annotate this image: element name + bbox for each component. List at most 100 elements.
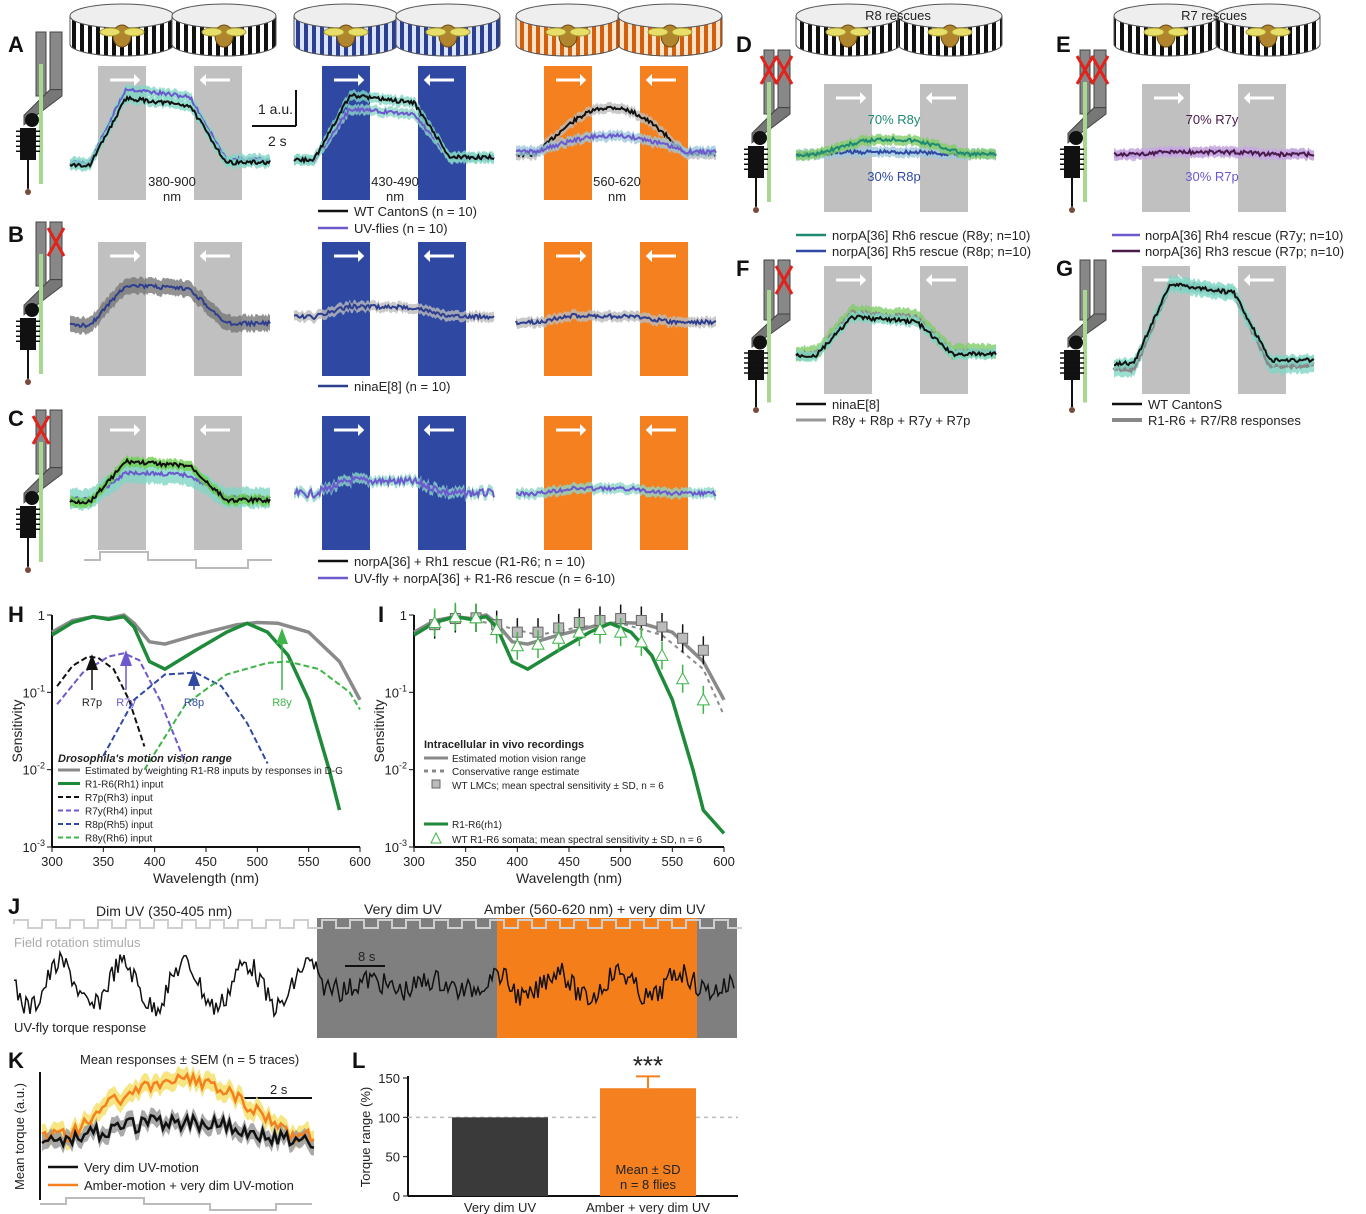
data-point — [697, 644, 709, 656]
data-point — [489, 622, 504, 635]
left-arrow-icon — [645, 74, 676, 86]
x-tick-label: 500 — [246, 854, 268, 869]
J-very-dim-uv-label: Very dim UV — [364, 901, 442, 917]
drum-arena-icon — [617, 3, 723, 57]
stimulus-band — [544, 242, 592, 376]
x-tick-label: 550 — [298, 854, 320, 869]
left-arrow-icon — [423, 250, 454, 262]
sem-band — [516, 308, 716, 330]
series-line — [413, 613, 726, 701]
x-tick-label: 300 — [403, 854, 425, 869]
right-arrow-icon — [836, 92, 867, 104]
left-arrow-icon — [925, 92, 956, 104]
fly-photoreceptor-schematics — [16, 31, 1110, 573]
drum-arena-icon — [1215, 3, 1321, 57]
panel-D-title: R8 rescues — [865, 8, 931, 23]
spectral-sensitivity-chart-H: 300 350 400 450 500 550 600 1 10-1 10-2 10-3 Wavele… — [9, 608, 371, 886]
drum-arena-icon — [897, 3, 1003, 57]
y-axis-label: Sensitivity — [9, 699, 25, 762]
left-arrow-icon — [1243, 274, 1274, 286]
legend-D: norpA[36] Rh6 rescue (R8y; n=10) norpA[3… — [796, 228, 1031, 259]
scale-x-label: 2 s — [268, 133, 287, 149]
mean-trace — [69, 95, 271, 169]
drum-arena-icon — [171, 3, 277, 57]
x-tick-label: 300 — [41, 854, 63, 869]
data-point — [634, 634, 649, 648]
panel-E-r7p-label: 30% R7p — [1185, 169, 1238, 184]
panel-letter-G: G — [1056, 256, 1073, 281]
legend-H-entry: R8y(Rh6) input — [85, 834, 152, 845]
mean-trace — [69, 457, 271, 505]
x-tick-label: 400 — [506, 854, 528, 869]
category-label: Amber + very dim UV — [586, 1200, 710, 1214]
legend-A-uv: UV-flies (n = 10) — [354, 221, 448, 236]
y-tick-label: 10-2 — [23, 761, 45, 778]
mean-trace — [1114, 282, 1315, 367]
spectral-sensitivity-chart-I: 300 350 400 450 500 550 600 1 10-1 10-2 10-3 Wavele… — [371, 602, 735, 886]
left-arrow-icon — [423, 74, 454, 86]
J-stimulus-label: Field rotation stimulus — [14, 935, 141, 950]
x-tick-label: 600 — [349, 854, 371, 869]
left-arrow-icon — [423, 424, 454, 436]
right-arrow-icon — [556, 250, 587, 262]
bar-annotation: Mean ± SD — [616, 1162, 681, 1177]
legend-G-sum: R1-R6 + R7/R8 responses — [1148, 413, 1301, 428]
red-cross-icon — [774, 265, 794, 295]
x-tick-label: 350 — [455, 854, 477, 869]
legend-D-rh6: norpA[36] Rh6 rescue (R8y; n=10) — [832, 228, 1030, 243]
data-point — [696, 692, 711, 706]
y-tick-label: 1 — [400, 608, 407, 623]
fly-photoreceptor-schematic-icon — [16, 221, 66, 385]
panel-D-r8p-label: 30% R8p — [867, 169, 920, 184]
trace-panel — [69, 416, 271, 550]
stimulus-trace — [40, 1197, 312, 1211]
y-tick-label: 100 — [378, 1110, 400, 1125]
right-arrow-icon — [110, 424, 141, 436]
legend-G-wt: WT CantonS — [1148, 397, 1223, 412]
x-axis-label: Wavelength (nm) — [153, 870, 259, 886]
peak-label-r8p: R8p — [184, 697, 204, 709]
trace-panel — [293, 416, 495, 550]
bar-annotation: n = 8 flies — [620, 1177, 677, 1192]
legend-B: ninaE[8] (n = 10) — [318, 379, 450, 394]
red-cross-icon — [1090, 55, 1110, 85]
y-axis-label: Torque range (%) — [358, 1087, 373, 1187]
torque-trace-panels — [69, 66, 1315, 569]
torque-recording-J — [13, 918, 742, 1038]
legend-K-dim: Very dim UV-motion — [84, 1160, 199, 1175]
y-tick-label: 50 — [386, 1150, 400, 1165]
panel-letter-F: F — [736, 256, 749, 281]
legend-A: WT CantonS (n = 10) UV-flies (n = 10) — [318, 204, 477, 236]
drum-arena-icon — [515, 3, 621, 57]
dim-uv-mean-trace — [41, 1112, 315, 1150]
band-label-blue: 430-490 nm — [371, 174, 419, 204]
sem-band — [516, 481, 716, 501]
left-arrow-icon — [645, 250, 676, 262]
x-tick-label: 600 — [713, 854, 735, 869]
panel-letter-A: A — [8, 32, 24, 57]
data-point — [427, 615, 442, 628]
peak-label-r8y: R8y — [272, 697, 292, 709]
panel-letter-B: B — [8, 222, 24, 247]
data-point — [510, 638, 525, 652]
band-label-orange: 560-620 nm — [593, 174, 641, 204]
torque-response-trace — [13, 949, 735, 1019]
left-arrow-icon — [199, 424, 230, 436]
legend-C-norpA: norpA[36] + Rh1 rescue (R1-R6; n = 10) — [354, 554, 585, 569]
bar — [600, 1088, 696, 1196]
torque-range-bar-chart-L: 0 50 100 150 Torque range (%) Very dim UV Ambe… — [358, 1050, 738, 1214]
legend-H-entry: R8p(Rh5) input — [85, 820, 153, 831]
scale-y-label: 1 a.u. — [258, 101, 293, 117]
legend-I-swatch — [430, 831, 442, 844]
K-scale-label: 2 s — [270, 1082, 288, 1097]
fly-photoreceptor-schematic-icon — [1060, 259, 1107, 413]
right-arrow-icon — [836, 274, 867, 286]
legend-I: Intracellular in vivo recordings Estimat… — [424, 739, 703, 846]
trace-panel — [515, 242, 717, 376]
trace-panel — [69, 66, 271, 200]
fly-photoreceptor-schematic-icon — [16, 409, 63, 573]
panel-letter-J: J — [8, 894, 20, 919]
stimulus-band — [544, 416, 592, 550]
panel-letter-I: I — [378, 602, 384, 627]
trace-panel — [515, 66, 717, 200]
